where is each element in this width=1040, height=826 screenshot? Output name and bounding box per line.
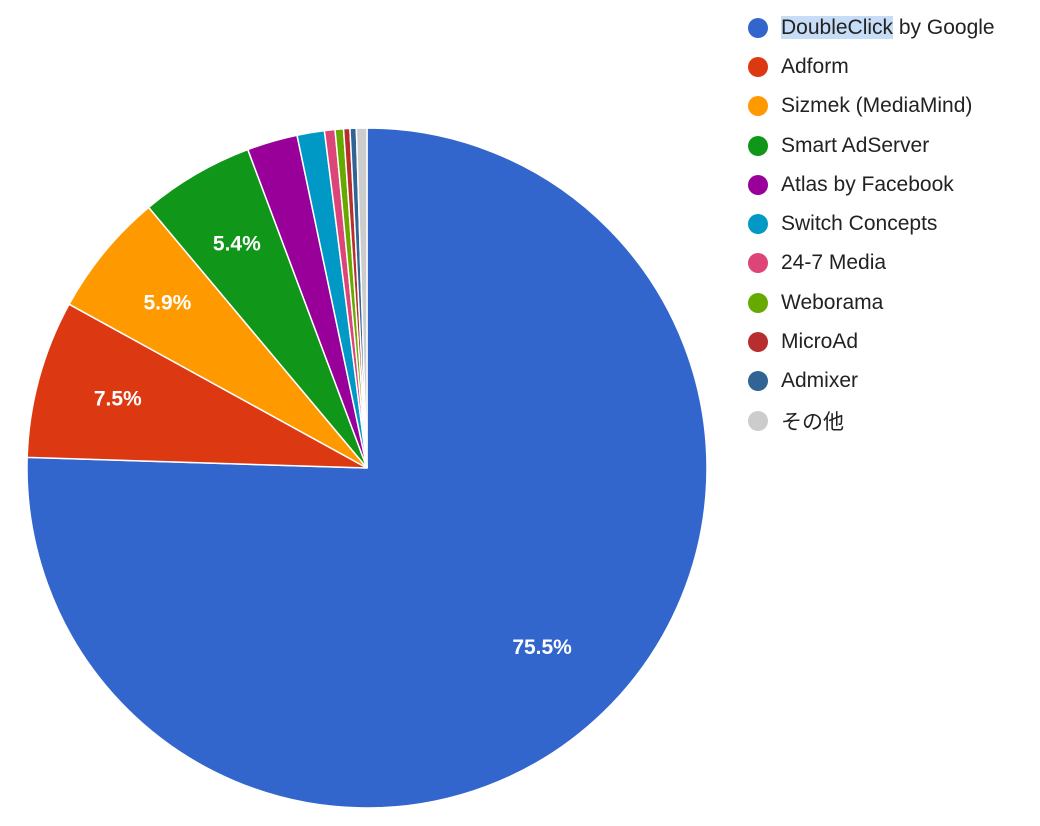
data-label-1: 7.5%	[94, 387, 142, 410]
legend-label: Weborama	[781, 290, 884, 314]
legend-item-10[interactable]: その他	[748, 401, 1038, 440]
legend-item-4[interactable]: Atlas by Facebook	[748, 165, 1038, 204]
legend-swatch	[748, 96, 768, 117]
legend-swatch	[748, 292, 768, 313]
legend-item-8[interactable]: MicroAd	[748, 322, 1038, 361]
pie-svg: 75.5% 7.5% 5.9% 5.4%	[26, 127, 708, 809]
pie-data-labels: 75.5% 7.5% 5.9% 5.4%	[94, 232, 572, 659]
legend-item-3[interactable]: Smart AdServer	[748, 126, 1038, 165]
legend-item-2[interactable]: Sizmek (MediaMind)	[748, 87, 1038, 126]
legend-swatch	[748, 332, 768, 353]
pie-slices	[26, 127, 708, 809]
legend-swatch	[748, 174, 768, 195]
pie-slice-10[interactable]	[355, 127, 368, 469]
legend-label: Adform	[781, 54, 849, 78]
legend-swatch	[748, 410, 768, 431]
legend-swatch	[748, 253, 768, 274]
pie-slice-2[interactable]	[68, 206, 368, 469]
legend-label: Smart AdServer	[781, 133, 930, 157]
legend-swatch	[748, 17, 768, 38]
legend-item-doubleclick[interactable]: DoubleClick by Google	[748, 8, 1038, 47]
legend-item-9[interactable]: Admixer	[748, 362, 1038, 401]
legend-item-1[interactable]: Adform	[748, 47, 1038, 86]
legend-item-5[interactable]: Switch Concepts	[748, 204, 1038, 243]
legend-item-7[interactable]: Weborama	[748, 283, 1038, 322]
data-label-3: 5.4%	[213, 232, 261, 255]
legend-item-6[interactable]: 24-7 Media	[748, 244, 1038, 283]
legend-swatch	[748, 371, 768, 392]
legend-items: Adform Sizmek (MediaMind) Smart AdServer At…	[748, 47, 1038, 440]
legend-label: MicroAd	[781, 330, 859, 354]
legend: DoubleClick by Google Adform Sizmek (Medi…	[748, 8, 1038, 440]
data-label-2: 5.9%	[143, 291, 191, 314]
pie-slice-1[interactable]	[26, 303, 368, 469]
legend-swatch	[748, 214, 768, 235]
legend-swatch	[748, 135, 768, 156]
selected-text-highlight: DoubleClick	[781, 15, 894, 39]
legend-label: DoubleClick by Google	[781, 15, 995, 39]
legend-label: Switch Concepts	[781, 212, 938, 236]
legend-label: Admixer	[781, 369, 859, 393]
legend-swatch	[748, 56, 768, 77]
legend-label: Sizmek (MediaMind)	[781, 94, 973, 118]
data-label-0: 75.5%	[512, 636, 572, 659]
legend-label: Atlas by Facebook	[781, 172, 954, 196]
legend-label: 24-7 Media	[781, 251, 887, 275]
legend-label: その他	[781, 410, 844, 434]
